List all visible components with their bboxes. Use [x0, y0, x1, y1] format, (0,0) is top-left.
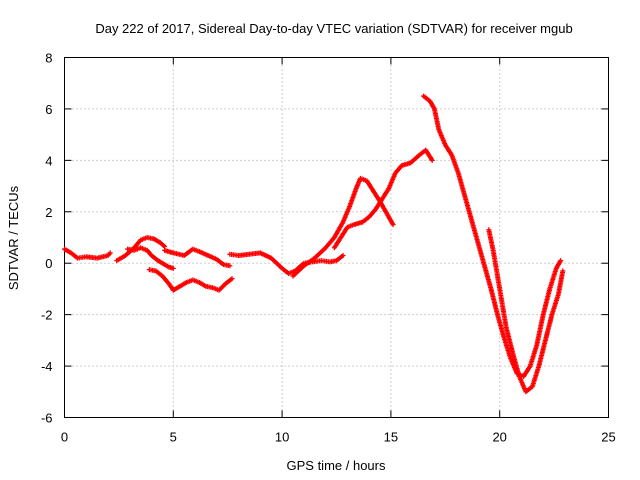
x-tick-label: 0 [61, 430, 68, 445]
data-series [421, 93, 564, 379]
data-point [229, 276, 235, 282]
data-series [331, 147, 435, 251]
data-series [62, 246, 113, 261]
x-tick-label: 5 [170, 430, 177, 445]
data-point [170, 265, 176, 271]
data-series [486, 227, 566, 395]
x-tick-label: 25 [601, 430, 615, 445]
data-point [340, 253, 346, 258]
data-series [125, 245, 176, 271]
y-tick-label: 8 [45, 51, 52, 66]
y-tick-label: -4 [41, 359, 53, 374]
data-series [146, 267, 235, 293]
data-point [560, 268, 566, 274]
y-tick-label: 4 [45, 153, 52, 168]
data-point [107, 250, 113, 256]
y-tick-label: 0 [45, 256, 52, 271]
y-axis-label: SDTVAR / TECUs [6, 185, 21, 290]
x-axis-label: GPS time / hours [287, 458, 386, 473]
x-tick-label: 20 [492, 430, 506, 445]
x-tick-label: 15 [384, 430, 398, 445]
data-series [227, 250, 346, 276]
data-point [390, 222, 396, 228]
data-point [227, 263, 233, 269]
y-tick-label: -2 [41, 308, 53, 323]
chart-title: Day 222 of 2017, Sidereal Day-to-day VTE… [95, 21, 572, 36]
plot-frame [64, 57, 609, 418]
data-series [114, 235, 168, 264]
x-tick-label: 10 [275, 430, 289, 445]
grid-lines [64, 57, 609, 418]
data-point [558, 258, 564, 264]
data-series [290, 175, 396, 279]
data-series [162, 246, 233, 269]
data-point [429, 157, 435, 163]
y-tick-label: 6 [45, 102, 52, 117]
y-tick-label: 2 [45, 205, 52, 220]
y-tick-label: -6 [41, 411, 53, 426]
data-points [62, 93, 566, 395]
tick-labels: 0 5 10 15 20 25 -6 -4 -2 0 2 4 6 8 [41, 51, 616, 445]
